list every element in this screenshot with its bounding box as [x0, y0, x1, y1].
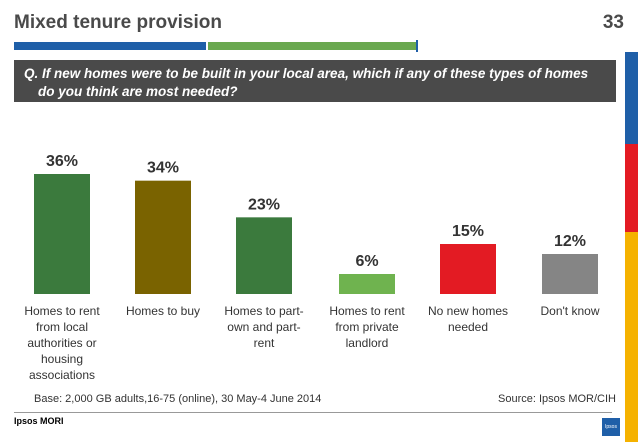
- value-label-3: 6%: [355, 253, 378, 270]
- bar-5: [542, 254, 598, 294]
- title-rule-green: [208, 42, 416, 50]
- category-label-5: Don't know: [541, 304, 600, 318]
- slide-number: 33: [602, 12, 624, 33]
- category-label-0: Homes to rent from local authorities or hou…: [24, 304, 100, 382]
- category-label-2: Homes to part-own and part-rent: [224, 304, 303, 350]
- base-note: Base: 2,000 GB adults,16-75 (online), 30…: [34, 393, 322, 405]
- source-note: Source: Ipsos MOR/CIH: [498, 393, 616, 405]
- ipsos-badge-icon: Ipsos: [602, 418, 620, 436]
- side-strip-white: [625, 0, 638, 52]
- category-label-4: No new homes needed: [428, 304, 508, 334]
- title-rule-blue: [14, 42, 206, 50]
- question-box: Q. If new homes were to be built in your…: [14, 60, 616, 102]
- category-label-3: Homes to rent from private landlord: [329, 304, 405, 350]
- bar-1: [135, 180, 191, 294]
- category-label-1: Homes to buy: [126, 304, 200, 318]
- side-strip-blue: [625, 52, 638, 144]
- bar-3: [339, 274, 395, 294]
- footer-rule: [14, 412, 612, 413]
- value-label-5: 12%: [554, 233, 586, 250]
- bar-4: [440, 244, 496, 294]
- side-strip-red: [625, 144, 638, 232]
- bar-2: [236, 217, 292, 294]
- value-label-4: 15%: [452, 223, 484, 240]
- slide-title: Mixed tenure provision: [14, 12, 222, 33]
- title-rule-tick: [416, 40, 418, 52]
- bar-chart: 36% Homes to rent from local authorities or…: [24, 153, 600, 382]
- value-label-2: 23%: [248, 196, 280, 213]
- side-strip-orange: [625, 232, 638, 442]
- ipsos-mori-logo: Ipsos MORI: [14, 416, 64, 426]
- value-label-1: 34%: [147, 160, 179, 177]
- value-label-0: 36%: [46, 153, 78, 170]
- bar-0: [34, 174, 90, 294]
